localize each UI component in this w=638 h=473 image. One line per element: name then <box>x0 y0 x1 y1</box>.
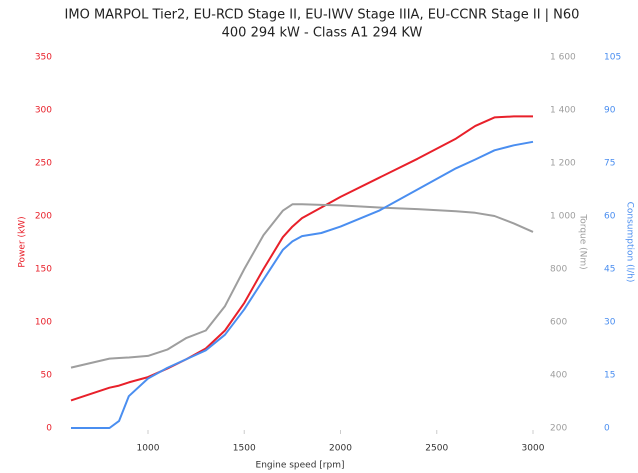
series-line <box>70 115 533 402</box>
y-axis-label: Power (kW) <box>18 216 28 267</box>
yticks-tick-label: 250 <box>35 159 52 169</box>
y2ticks-tick-label: 400 <box>550 371 567 381</box>
y2ticks-tick-label: 600 <box>550 318 567 328</box>
chart-subtitle: 400 294 kW - Class A1 294 KW <box>222 26 423 41</box>
y3ticks-tick-label: 30 <box>604 318 616 328</box>
y3ticks-tick-label: 0 <box>604 424 610 434</box>
x-tick-label: 1500 <box>233 444 256 454</box>
y3ticks-tick-label: 45 <box>604 265 615 275</box>
chart-title: IMO MARPOL Tier2, EU-RCD Stage II, EU-IW… <box>65 8 580 23</box>
y3ticks-tick-label: 105 <box>604 53 621 63</box>
x-tick-label: 1000 <box>137 444 160 454</box>
yticks-tick-label: 300 <box>35 106 52 116</box>
yticks-tick-label: 50 <box>41 371 53 381</box>
y2-axis-label: Torque (Nm) <box>578 213 588 269</box>
y3ticks-tick-label: 60 <box>604 212 616 222</box>
yticks-tick-label: 100 <box>35 318 52 328</box>
series-line <box>70 203 534 369</box>
y3ticks-tick-label: 15 <box>604 371 615 381</box>
yticks-tick-label: 0 <box>46 424 52 434</box>
y2ticks-tick-label: 800 <box>550 265 567 275</box>
x-tick-label: 2500 <box>425 444 448 454</box>
yticks-tick-label: 150 <box>35 265 52 275</box>
yticks-tick-label: 350 <box>35 53 52 63</box>
series-line <box>71 140 534 429</box>
y3ticks-tick-label: 75 <box>604 159 615 169</box>
x-axis-label: Engine speed [rpm] <box>256 461 345 471</box>
y2ticks-tick-label: 1 200 <box>550 159 576 169</box>
y2ticks-tick-label: 1 000 <box>550 212 576 222</box>
y2ticks-tick-label: 200 <box>550 424 567 434</box>
y3ticks-tick-label: 90 <box>604 106 616 116</box>
yticks-tick-label: 200 <box>35 212 52 222</box>
y2ticks-tick-label: 1 600 <box>550 53 576 63</box>
x-tick-label: 3000 <box>522 444 545 454</box>
y3-axis-label: Consumption (l/h) <box>625 202 635 283</box>
x-tick-label: 2000 <box>329 444 352 454</box>
y2ticks-tick-label: 1 400 <box>550 106 576 116</box>
